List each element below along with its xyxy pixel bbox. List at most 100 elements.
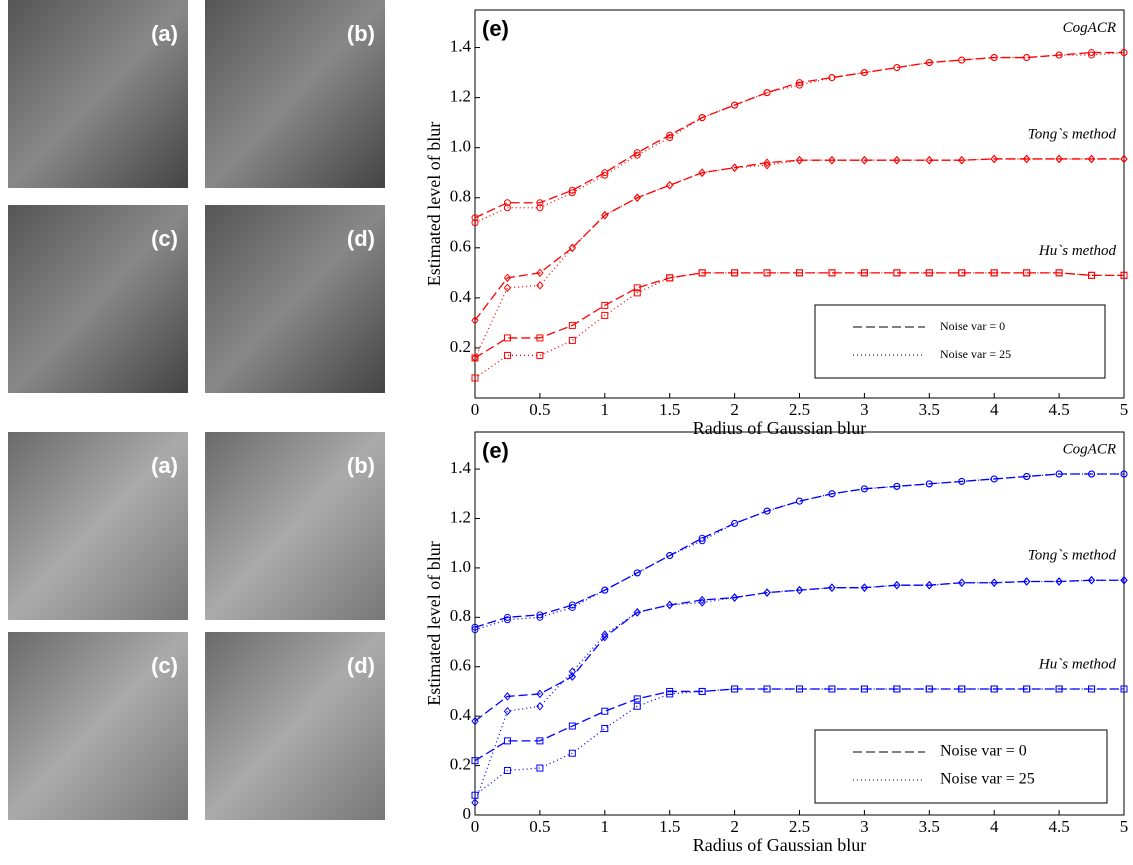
marker — [1023, 269, 1031, 277]
marker — [503, 767, 511, 775]
marker — [633, 149, 641, 157]
x-tick-label: 1.5 — [659, 817, 680, 836]
marker — [730, 593, 739, 602]
marker — [536, 689, 544, 699]
y-tick-label: 1.0 — [450, 557, 471, 576]
x-tick-label: 1 — [601, 400, 610, 419]
marker — [536, 737, 544, 745]
marker — [633, 608, 641, 617]
panel-label: (a) — [151, 453, 178, 478]
y-tick-label: 1.4 — [450, 458, 472, 477]
marker — [860, 155, 869, 165]
marker — [666, 274, 674, 282]
marker — [568, 603, 576, 611]
marker — [860, 485, 868, 493]
series-line — [474, 51, 1125, 224]
marker — [796, 81, 803, 89]
image-panel — [205, 432, 385, 620]
marker — [763, 89, 771, 97]
marker — [893, 482, 901, 490]
x-tick-label: 0 — [471, 400, 480, 419]
marker — [860, 685, 868, 693]
panel-label: (a) — [151, 21, 178, 46]
marker — [893, 155, 901, 165]
image-panel — [205, 205, 385, 393]
y-axis-label: Estimated level of blur — [424, 122, 444, 286]
marker — [925, 269, 933, 277]
marker — [471, 623, 479, 631]
marker — [568, 186, 576, 194]
panel-label: (b) — [347, 21, 375, 46]
x-axis-label: Radius of Gaussian blur — [693, 418, 866, 438]
y-tick-label: 0 — [463, 804, 472, 823]
marker — [1055, 269, 1063, 277]
marker — [633, 702, 641, 710]
series-line — [474, 473, 1124, 628]
marker — [536, 764, 544, 772]
marker — [698, 687, 706, 695]
y-tick-label: 0.8 — [450, 606, 471, 625]
series-line — [474, 579, 1124, 722]
marker — [1055, 154, 1063, 164]
curve-label: Hu`s method — [1038, 656, 1117, 672]
marker — [925, 155, 933, 165]
marker — [503, 273, 512, 283]
marker — [568, 749, 576, 757]
marker — [860, 269, 868, 277]
marker — [601, 707, 609, 715]
marker — [1055, 577, 1063, 586]
x-axis-label: Radius of Gaussian blur — [693, 835, 866, 855]
chart-title: (e) — [482, 438, 509, 463]
marker — [763, 160, 771, 170]
marker — [958, 269, 966, 277]
curve-label: Hu`s method — [1038, 243, 1117, 259]
curve-label: CogACR — [1063, 441, 1116, 457]
panel-label: (d) — [347, 653, 375, 678]
marker — [860, 583, 869, 592]
marker — [568, 722, 576, 730]
marker — [795, 585, 804, 595]
y-tick-label: 0.6 — [450, 656, 471, 675]
legend-box — [814, 729, 1108, 804]
marker — [568, 672, 577, 681]
marker — [503, 351, 511, 359]
curve-label: CogACR — [1063, 20, 1116, 36]
marker — [471, 626, 479, 634]
marker — [796, 269, 803, 277]
marker — [601, 725, 609, 733]
marker — [893, 580, 901, 590]
marker — [471, 354, 479, 362]
marker — [536, 204, 544, 212]
marker — [601, 301, 609, 309]
y-tick-label: 0.2 — [450, 754, 471, 773]
x-tick-label: 1 — [601, 817, 610, 836]
marker — [958, 155, 966, 165]
marker — [1023, 685, 1031, 693]
marker — [1087, 154, 1096, 164]
marker — [536, 613, 544, 621]
marker — [536, 281, 544, 290]
marker — [1120, 685, 1128, 693]
marker — [633, 284, 641, 292]
x-tick-label: 2 — [730, 817, 739, 836]
marker — [698, 598, 706, 607]
marker — [503, 692, 512, 701]
marker — [536, 611, 544, 619]
marker — [990, 269, 998, 277]
series-line — [474, 473, 1124, 631]
marker — [763, 269, 771, 277]
marker — [633, 193, 641, 203]
marker — [471, 316, 479, 325]
marker — [471, 716, 479, 726]
x-tick-label: 5 — [1120, 400, 1129, 419]
marker — [698, 168, 706, 177]
y-axis-label: Estimated level of blur — [424, 541, 444, 705]
marker — [471, 214, 479, 222]
marker — [1088, 470, 1096, 478]
marker — [1120, 575, 1128, 585]
marker — [536, 268, 544, 278]
marker — [536, 702, 544, 711]
marker — [1055, 685, 1063, 693]
marker — [1055, 51, 1063, 59]
marker — [990, 475, 998, 483]
